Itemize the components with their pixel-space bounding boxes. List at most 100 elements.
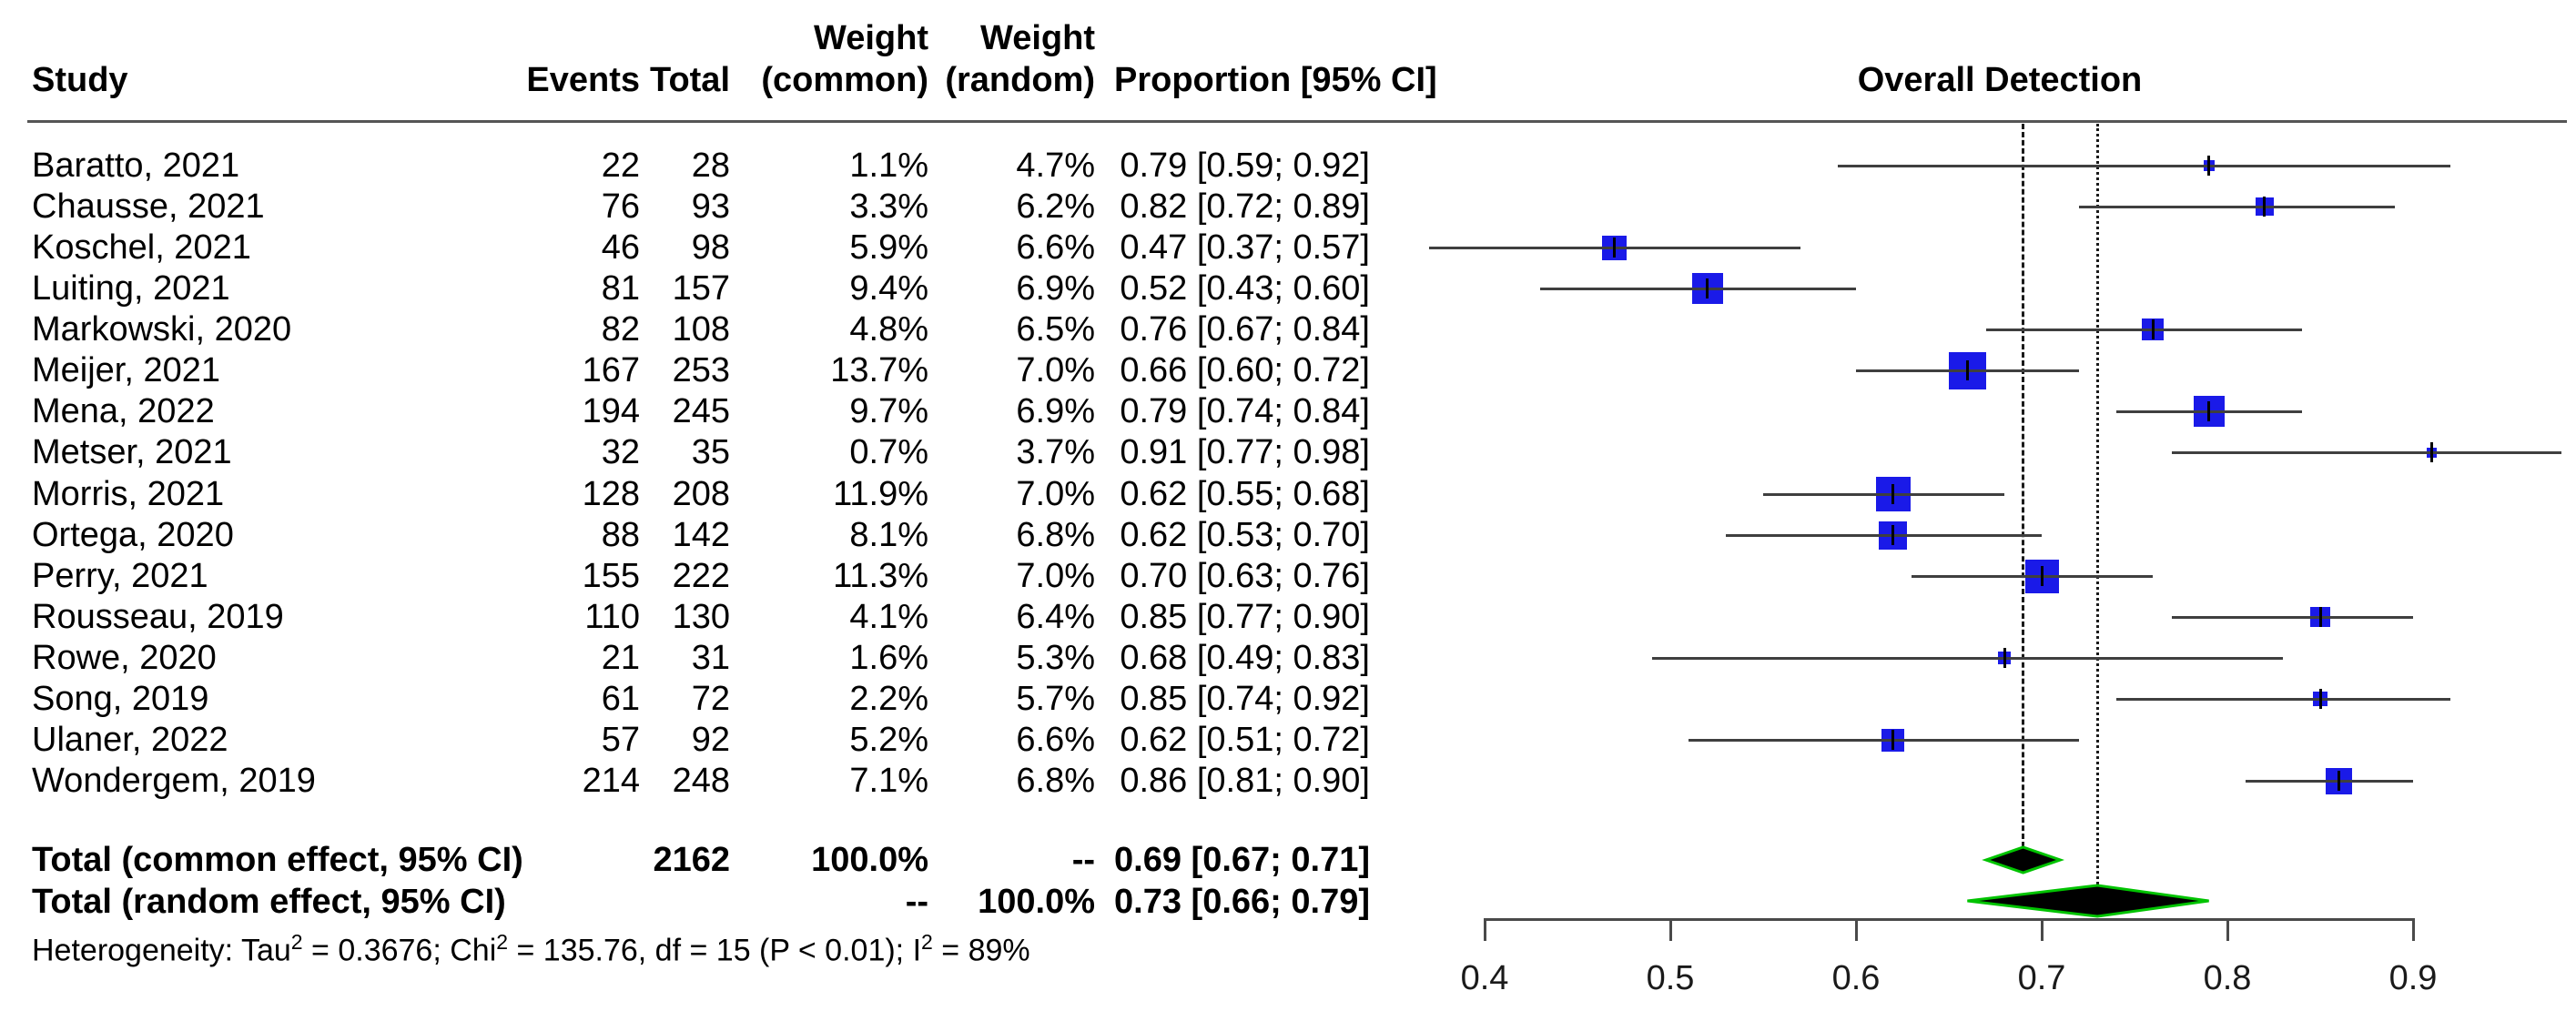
axis-tick-label: 0.5: [1646, 959, 1695, 997]
study-row: Chausse, 2021 76 93 3.3% 6.2% 0.82 [0.72; 0.8…: [0, 186, 1420, 227]
column-header-weight-random-line2: (random): [945, 61, 1095, 99]
column-header-weight-common-line2: (common): [761, 61, 928, 99]
study-label: Ortega, 2020: [32, 516, 234, 554]
point-estimate-marker: [2207, 401, 2211, 421]
proportion-value: 0.47 [0.37; 0.57]: [1120, 228, 1370, 267]
study-label: Perry, 2021: [32, 557, 208, 595]
study-row: Rowe, 2020 21 31 1.6% 5.3% 0.68 [0.49; 0.83]: [0, 637, 1420, 679]
het-text: = 89%: [932, 933, 1030, 968]
proportion-value: 0.70 [0.63; 0.76]: [1120, 557, 1370, 595]
het-sup: 2: [496, 930, 509, 954]
weight-random-value: 6.4%: [1016, 598, 1095, 636]
total-value: 98: [691, 228, 730, 267]
study-label: Song, 2019: [32, 680, 209, 718]
confidence-interval-line: [1837, 164, 2450, 167]
header-rule: [27, 120, 2567, 123]
study-row: Perry, 2021 155 222 11.3% 7.0% 0.70 [0.63; 0.…: [0, 555, 1420, 597]
weight-common-value: 9.4%: [849, 269, 928, 308]
point-estimate-marker: [2263, 197, 2267, 217]
confidence-interval-line: [1763, 492, 2005, 496]
study-label: Morris, 2021: [32, 475, 225, 513]
total-common-weight-common: 100.0%: [811, 841, 928, 879]
weight-random-value: 6.5%: [1016, 310, 1095, 349]
total-value: 31: [691, 639, 730, 677]
point-estimate-marker: [2429, 442, 2433, 462]
total-value: 130: [672, 598, 730, 636]
study-label: Rowe, 2020: [32, 639, 217, 677]
point-estimate-marker: [1891, 730, 1895, 750]
events-value: 57: [601, 721, 640, 759]
events-value: 167: [582, 351, 640, 389]
proportion-value: 0.79 [0.74; 0.84]: [1120, 392, 1370, 430]
weight-random-value: 3.7%: [1016, 433, 1095, 471]
weight-random-value: 6.6%: [1016, 721, 1095, 759]
events-value: 88: [601, 516, 640, 554]
total-value: 108: [672, 310, 730, 349]
weight-common-value: 5.9%: [849, 228, 928, 267]
proportion-value: 0.85 [0.77; 0.90]: [1120, 598, 1370, 636]
confidence-interval-line: [1540, 287, 1856, 290]
weight-random-value: 7.0%: [1016, 475, 1095, 513]
events-value: 128: [582, 475, 640, 513]
het-text: = 135.76, df = 15 (P < 0.01); I: [508, 933, 922, 968]
point-estimate-marker: [2207, 156, 2211, 176]
confidence-interval-line: [2246, 779, 2413, 783]
proportion-value: 0.66 [0.60; 0.72]: [1120, 351, 1370, 389]
study-row: Metser, 2021 32 35 0.7% 3.7% 0.91 [0.77; 0.98…: [0, 431, 1420, 473]
study-row: Rousseau, 2019 110 130 4.1% 6.4% 0.85 [0.77; …: [0, 596, 1420, 638]
random-effect-reference-line: [2095, 124, 2099, 885]
weight-common-value: 4.8%: [849, 310, 928, 349]
proportion-value: 0.62 [0.51; 0.72]: [1120, 721, 1370, 759]
plot-title: Overall Detection: [1857, 61, 2143, 99]
total-common-weight-random: --: [1071, 841, 1095, 879]
proportion-value: 0.76 [0.67; 0.84]: [1120, 310, 1370, 349]
events-value: 82: [601, 310, 640, 349]
study-label: Chausse, 2021: [32, 187, 265, 226]
study-row: Ortega, 2020 88 142 8.1% 6.8% 0.62 [0.53; 0.7…: [0, 514, 1420, 556]
events-value: 76: [601, 187, 640, 226]
weight-random-value: 6.9%: [1016, 269, 1095, 308]
point-estimate-marker: [1891, 484, 1895, 504]
proportion-value: 0.79 [0.59; 0.92]: [1120, 147, 1370, 185]
axis-tick: [1668, 919, 1672, 941]
column-header-study: Study: [32, 61, 128, 99]
column-header-total: Total: [650, 61, 730, 99]
axis-tick: [1854, 919, 1858, 941]
confidence-interval-line: [1985, 328, 2302, 331]
weight-common-value: 5.2%: [849, 721, 928, 759]
proportion-value: 0.52 [0.43; 0.60]: [1120, 269, 1370, 308]
total-value: 248: [672, 762, 730, 800]
weight-common-value: 1.1%: [849, 147, 928, 185]
point-estimate-marker: [1965, 360, 1969, 380]
column-header-proportion: Proportion [95% CI]: [1114, 61, 1437, 99]
total-random-row: Total (random effect, 95% CI) -- 100.0% …: [0, 881, 2576, 923]
heterogeneity-note: Heterogeneity: Tau2 = 0.3676; Chi2 = 135…: [32, 921, 1030, 971]
proportion-value: 0.86 [0.81; 0.90]: [1120, 762, 1370, 800]
study-label: Baratto, 2021: [32, 147, 240, 185]
point-estimate-marker: [2318, 607, 2322, 627]
weight-random-value: 6.9%: [1016, 392, 1095, 430]
study-row: Luiting, 2021 81 157 9.4% 6.9% 0.52 [0.43; 0.…: [0, 268, 1420, 309]
confidence-interval-line: [1726, 533, 2042, 537]
confidence-interval-line: [2115, 697, 2450, 701]
study-row: Ulaner, 2022 57 92 5.2% 6.6% 0.62 [0.51; 0.72…: [0, 719, 1420, 761]
events-value: 61: [601, 680, 640, 718]
events-value: 110: [584, 598, 640, 636]
axis-tick: [2040, 919, 2044, 941]
weight-common-value: 11.9%: [833, 475, 928, 513]
weight-common-value: 7.1%: [849, 762, 928, 800]
confidence-interval-line: [2171, 450, 2562, 454]
weight-random-value: 6.6%: [1016, 228, 1095, 267]
proportion-value: 0.82 [0.72; 0.89]: [1120, 187, 1370, 226]
axis-tick: [2411, 919, 2415, 941]
total-random-proportion: 0.73 [0.66; 0.79]: [1114, 883, 1370, 921]
point-estimate-marker: [1613, 238, 1617, 258]
weight-common-value: 13.7%: [830, 351, 928, 389]
study-row: Markowski, 2020 82 108 4.8% 6.5% 0.76 [0.67; …: [0, 308, 1420, 350]
study-label: Markowski, 2020: [32, 310, 292, 349]
study-row: Morris, 2021 128 208 11.9% 7.0% 0.62 [0.55; 0…: [0, 473, 1420, 515]
total-value: 142: [672, 516, 730, 554]
total-value: 253: [672, 351, 730, 389]
total-value: 72: [691, 680, 730, 718]
